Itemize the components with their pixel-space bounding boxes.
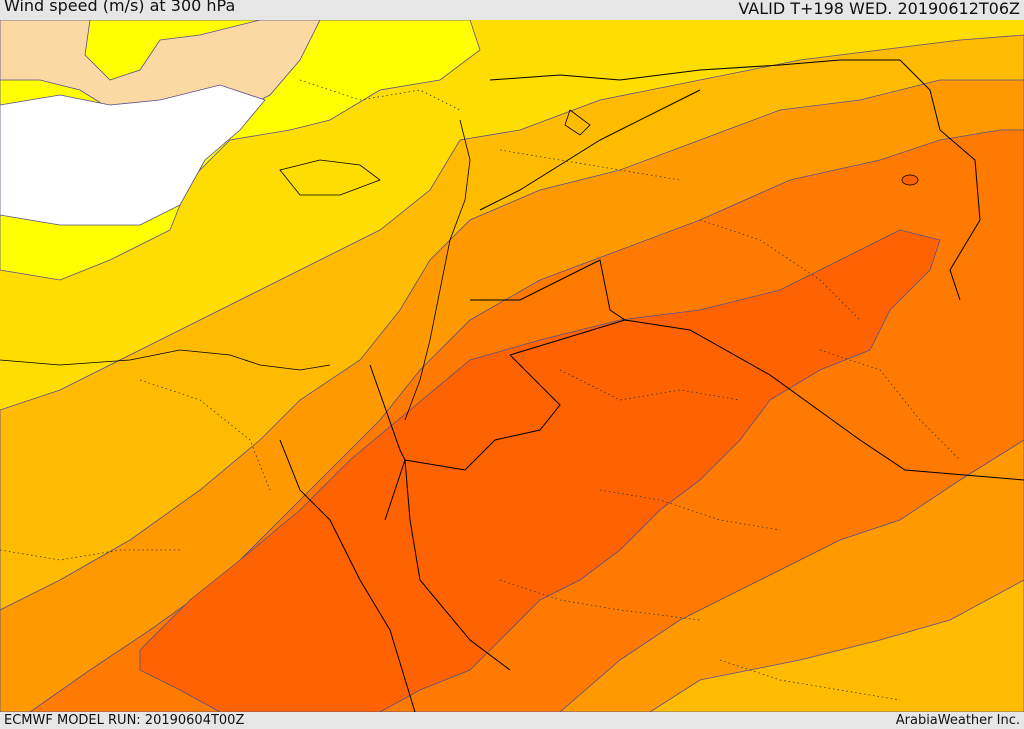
map-svg bbox=[0, 20, 1024, 712]
coastlines bbox=[0, 109, 591, 421]
province-lines bbox=[0, 79, 961, 701]
wind-speed-map[interactable] bbox=[0, 20, 1024, 712]
map-title: Wind speed (m/s) at 300 hPa bbox=[4, 0, 236, 15]
header-bar: Wind speed (m/s) at 300 hPa VALID T+198 … bbox=[0, 0, 1024, 20]
valid-time: VALID T+198 WED. 20190612T06Z bbox=[738, 0, 1020, 18]
footer-bar: ECMWF MODEL RUN: 20190604T00Z ArabiaWeat… bbox=[0, 712, 1024, 729]
lake bbox=[901, 174, 919, 186]
country-borders bbox=[279, 59, 1024, 712]
band-orange-dark bbox=[139, 229, 941, 712]
sea-white bbox=[0, 84, 266, 226]
credit: ArabiaWeather Inc. bbox=[895, 713, 1020, 728]
model-run: ECMWF MODEL RUN: 20190604T00Z bbox=[4, 713, 245, 728]
